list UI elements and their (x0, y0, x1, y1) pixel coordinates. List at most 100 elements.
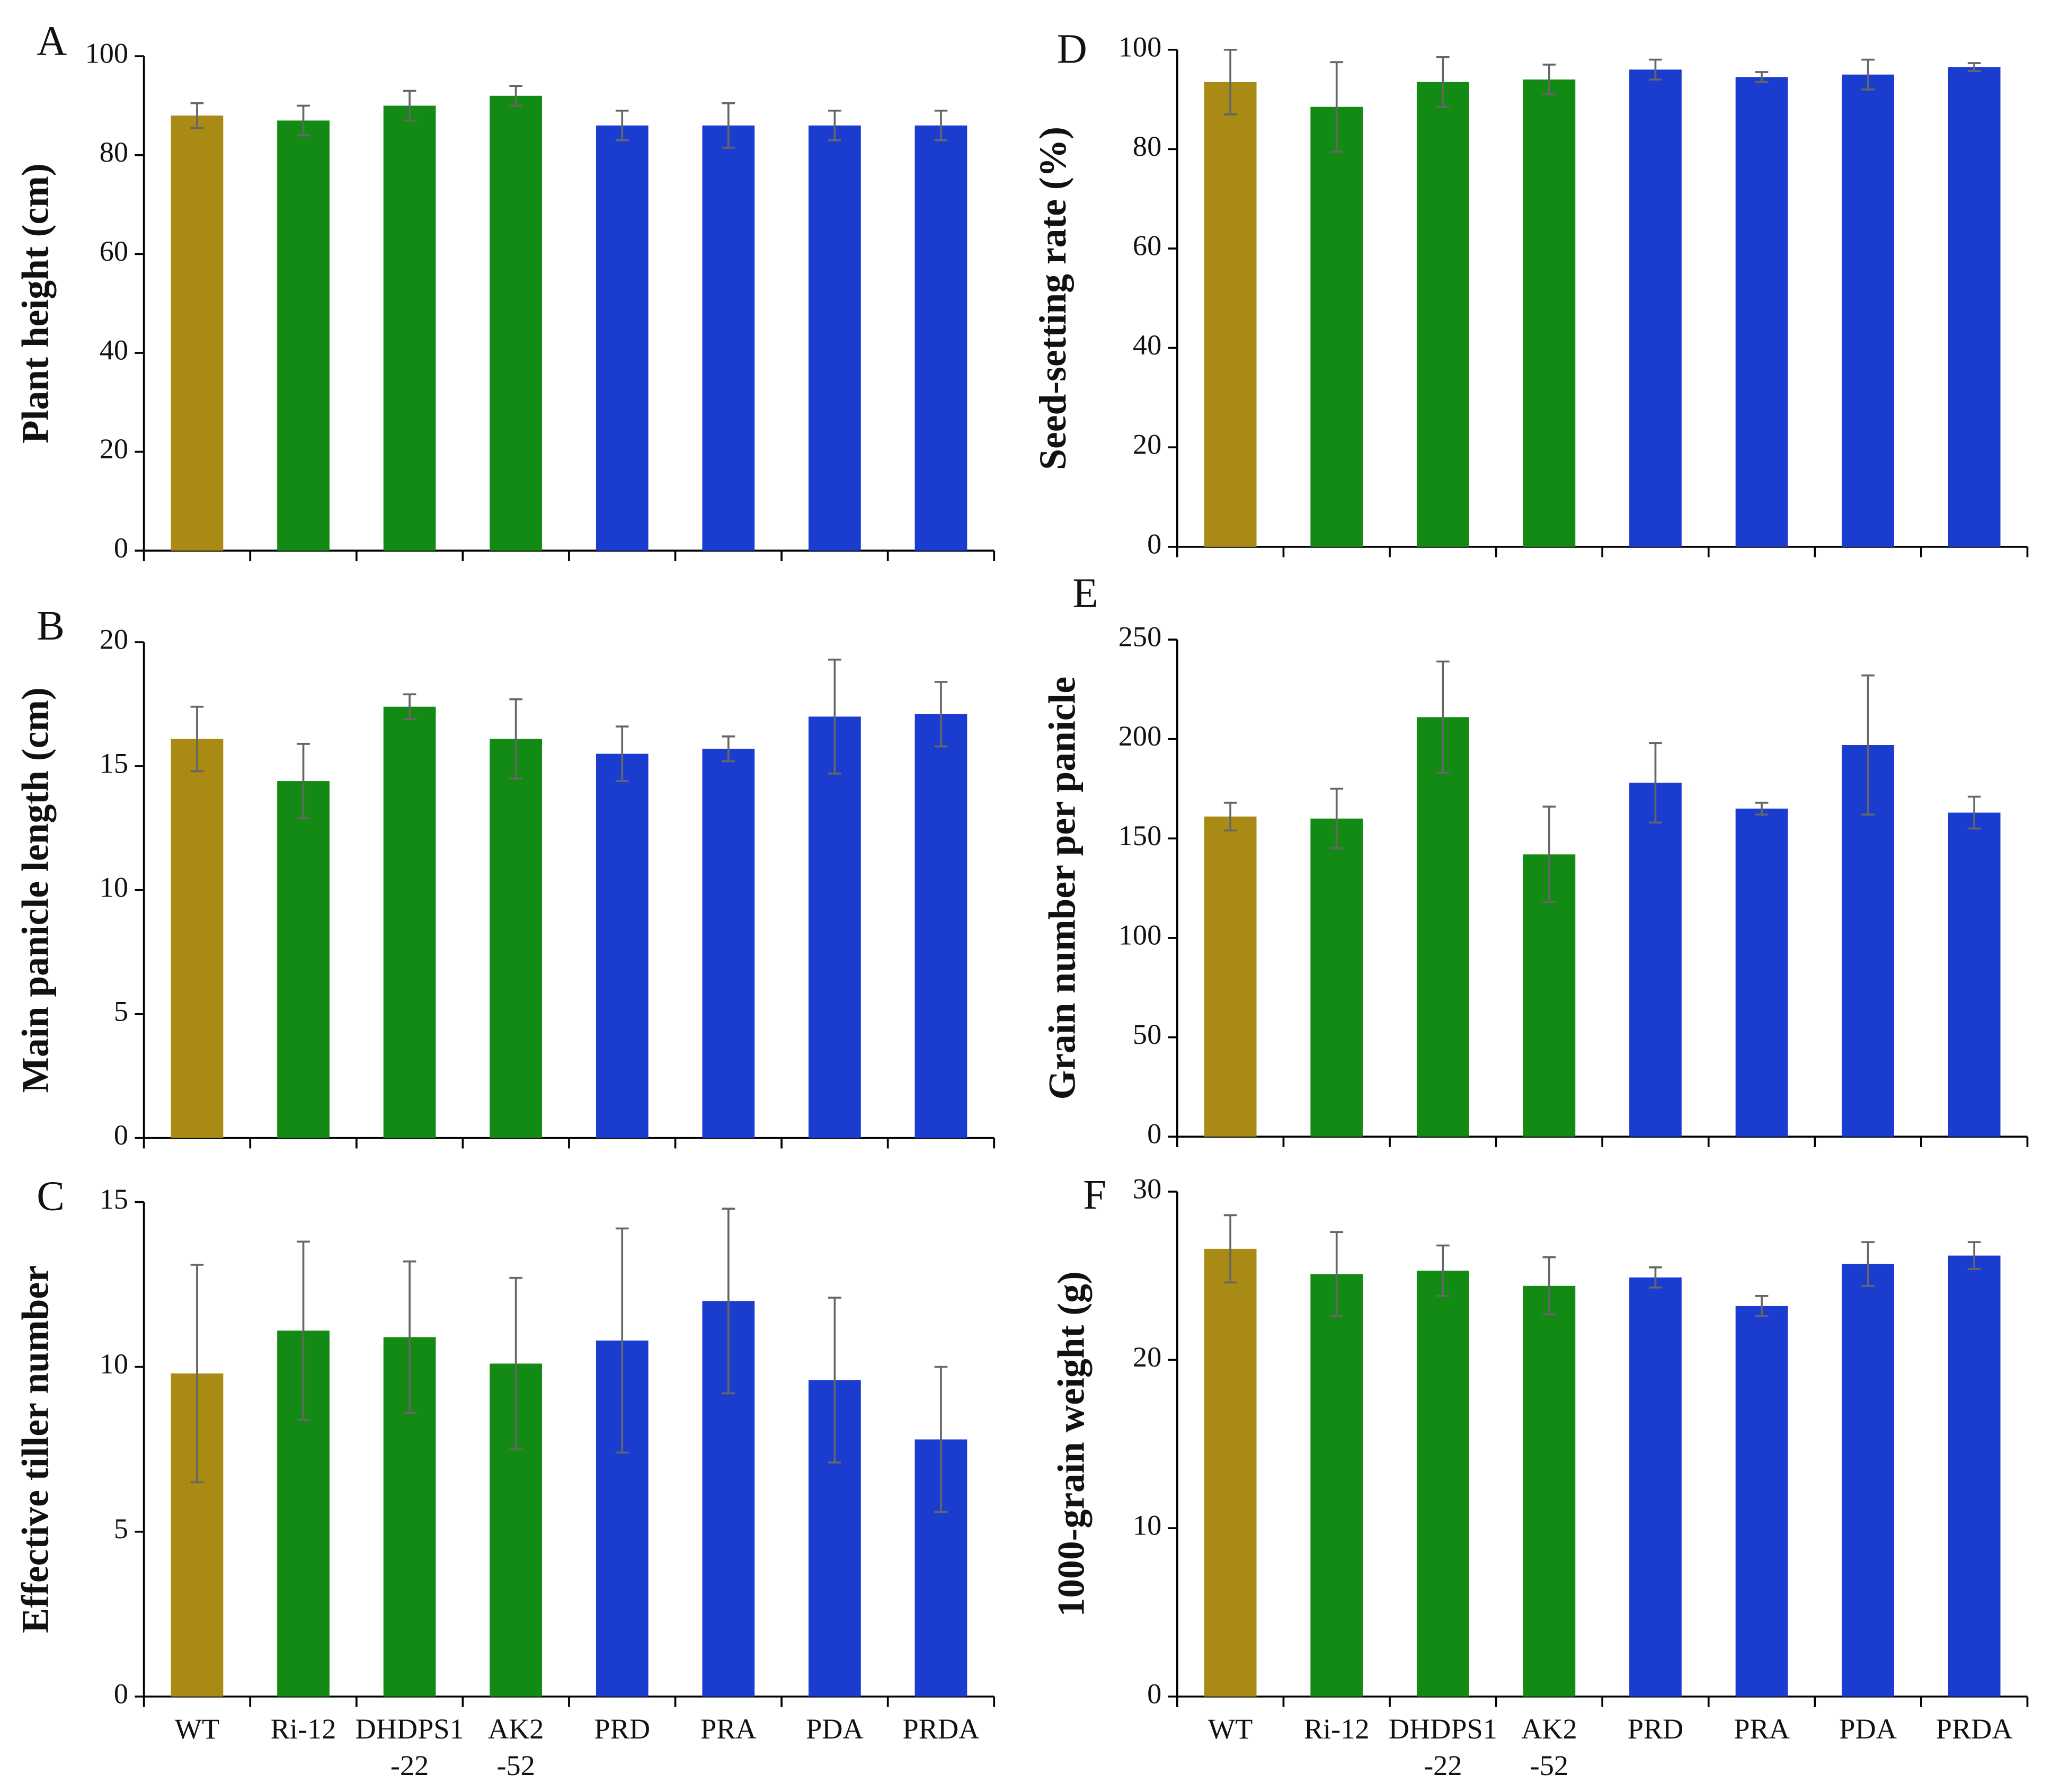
error-bar (509, 698, 523, 780)
x-tick-label-line: -22 (390, 1750, 429, 1781)
bar (1310, 107, 1363, 547)
error-bar (934, 681, 948, 748)
y-tick-label: 0 (114, 532, 128, 564)
error-bar (1861, 1241, 1875, 1287)
bar (1629, 1277, 1682, 1697)
error-bar (1649, 58, 1662, 81)
bar (1948, 812, 2001, 1137)
bar (171, 739, 224, 1138)
bar (809, 716, 861, 1138)
y-tick-label: 40 (1133, 329, 1161, 361)
error-bar (1861, 58, 1875, 91)
y-tick-label: 10 (1133, 1510, 1161, 1541)
error-bar (297, 1240, 310, 1421)
x-tick-label: PRDA (903, 1713, 980, 1745)
y-tick-label: 20 (1133, 1341, 1161, 1373)
error-bar (1330, 61, 1344, 153)
bar (596, 753, 649, 1138)
bar (1735, 1306, 1788, 1697)
error-bar (403, 1260, 416, 1414)
y-tick-label: 100 (85, 38, 128, 69)
x-tick-label: AK2 -52 (1521, 1713, 1577, 1781)
y-tick-label: 0 (1147, 528, 1161, 560)
error-bar (722, 1208, 735, 1395)
error-bar (828, 658, 841, 775)
x-tick-label: WT (1208, 1713, 1253, 1745)
bar (1523, 1285, 1576, 1697)
y-tick-label: 40 (100, 334, 128, 366)
x-tick-label-line: DHDPS1 (355, 1713, 464, 1745)
y-axis-label: Seed-setting rate (%) (1032, 127, 1074, 470)
y-tick-label: 5 (114, 995, 128, 1027)
y-tick-label: 100 (1118, 31, 1161, 63)
y-tick-label: 60 (1133, 230, 1161, 262)
y-tick-label: 150 (1118, 820, 1161, 851)
bar (171, 116, 224, 551)
bar (1842, 1264, 1894, 1697)
error-bar (190, 1264, 204, 1484)
x-tick-label-line: -52 (1530, 1750, 1568, 1781)
error-bar (615, 109, 629, 141)
error-bar (828, 1297, 841, 1463)
error-bar (1649, 742, 1662, 824)
bar (1948, 67, 2001, 547)
error-bar (1967, 62, 1981, 72)
error-bar (1542, 64, 1556, 96)
x-tick-label-line: AK2 (1521, 1713, 1577, 1745)
y-tick-label: 5 (114, 1513, 128, 1545)
error-bar (1755, 801, 1769, 816)
bar (1842, 74, 1894, 547)
error-bar (403, 693, 416, 720)
bar (490, 95, 543, 551)
bar (914, 714, 967, 1138)
panel-label: E (1072, 570, 1098, 616)
y-tick-label: 80 (1133, 130, 1161, 162)
bar (277, 781, 330, 1138)
error-bar (1755, 71, 1769, 83)
error-bar (297, 104, 310, 137)
bar (809, 125, 861, 551)
y-axis-label: Main panicle length (cm) (15, 687, 57, 1093)
y-tick-label: 0 (114, 1119, 128, 1151)
bar (1416, 717, 1469, 1137)
y-tick-label: 0 (1147, 1118, 1161, 1150)
x-tick-label: Ri-12 (1304, 1713, 1370, 1745)
error-bar (297, 743, 310, 820)
y-tick-label: 100 (1118, 919, 1161, 951)
error-bar (1436, 1244, 1450, 1297)
error-bar (828, 109, 841, 141)
y-tick-label: 20 (100, 624, 128, 655)
error-bar (509, 1276, 523, 1451)
bar (1735, 77, 1788, 547)
y-tick-label: 80 (100, 136, 128, 168)
error-bar (1223, 48, 1237, 116)
y-axis-label: 1000-grain weight (g) (1051, 1271, 1093, 1617)
y-tick-label: 250 (1118, 621, 1161, 653)
x-tick-label: DHDPS1 -22 (1389, 1713, 1497, 1781)
error-bar (1967, 795, 1981, 830)
y-tick-label: 0 (1147, 1678, 1161, 1709)
x-tick-label-line: -52 (496, 1750, 535, 1781)
x-tick-label: PRA (700, 1713, 757, 1745)
y-tick-label: 15 (100, 1183, 128, 1215)
x-tick-label-line: DHDPS1 (1389, 1713, 1497, 1745)
bar (596, 125, 649, 551)
error-bar (934, 109, 948, 141)
x-tick-label: PRD (594, 1713, 650, 1745)
bar (1204, 82, 1257, 547)
bar (702, 749, 755, 1138)
error-bar (615, 725, 629, 782)
bar (1416, 82, 1469, 547)
y-axis-label: Grain number per panicle (1041, 677, 1083, 1100)
y-tick-label: 20 (100, 433, 128, 465)
x-tick-label: WT (175, 1713, 219, 1745)
panel-label: F (1083, 1172, 1106, 1218)
bar (1204, 817, 1257, 1137)
y-tick-label: 15 (100, 747, 128, 779)
panel-label: A (37, 19, 67, 65)
y-tick-label: 10 (100, 871, 128, 903)
bar (1310, 818, 1363, 1137)
error-bar (1436, 56, 1450, 108)
x-tick-label: PRDA (1936, 1713, 2013, 1745)
x-tick-label: PRA (1734, 1713, 1790, 1745)
